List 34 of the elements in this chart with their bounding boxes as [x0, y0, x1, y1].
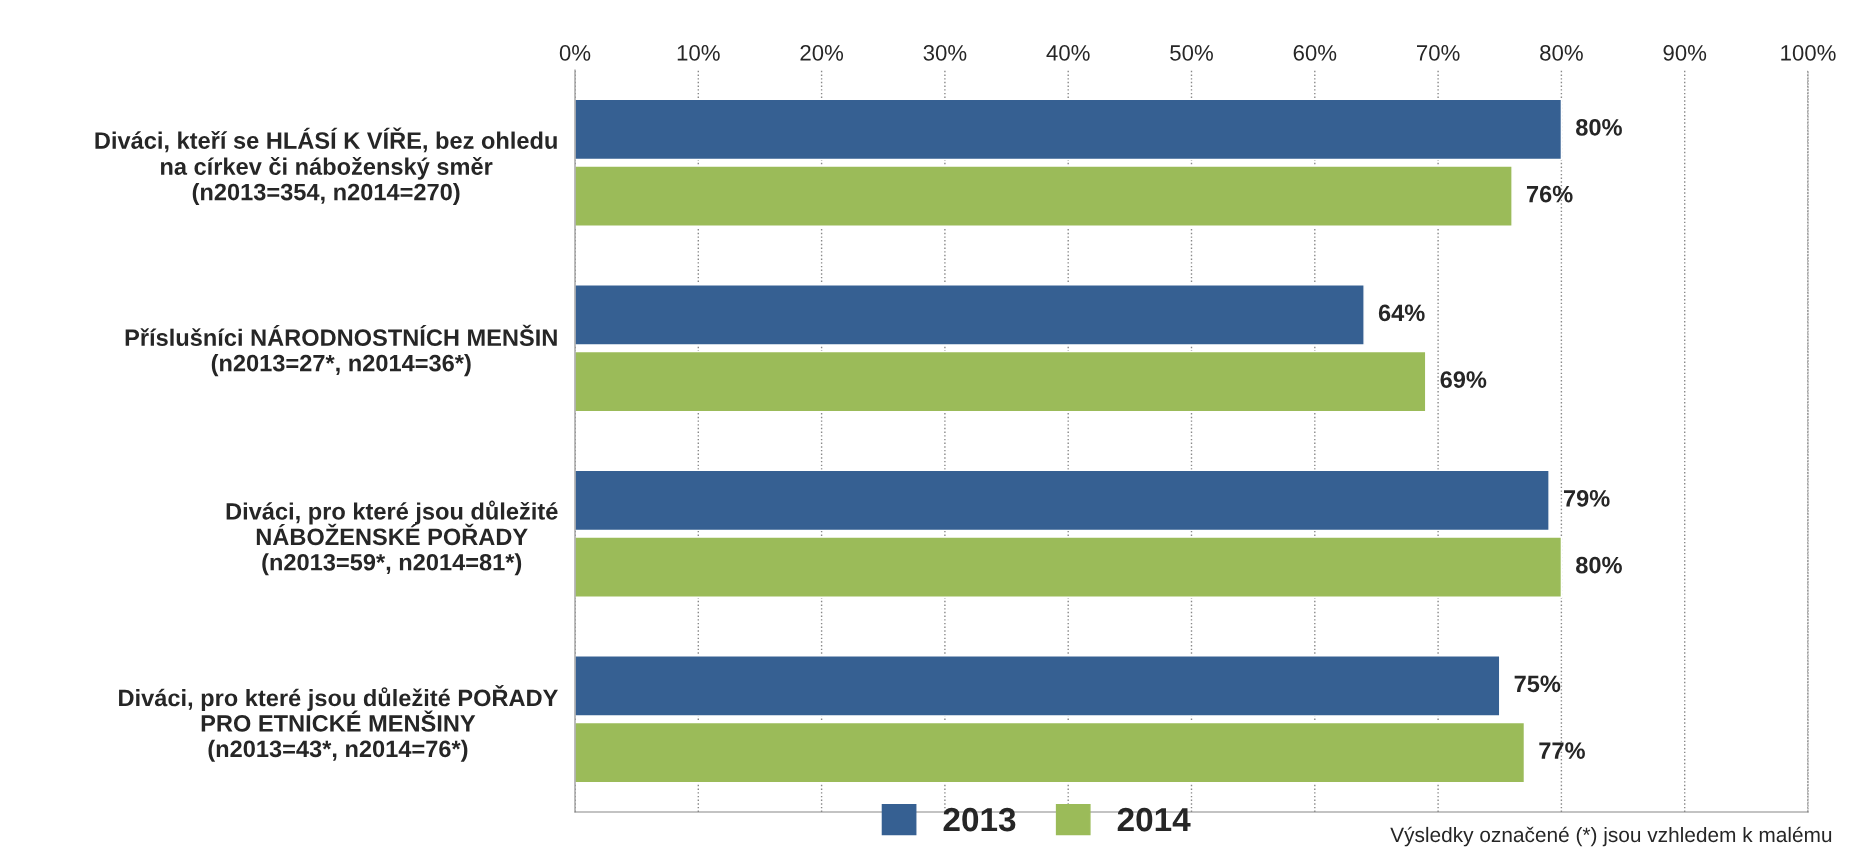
x-tick-label: 60%	[1293, 45, 1337, 61]
bar	[575, 284, 1365, 346]
x-tick-label: 80%	[1540, 45, 1583, 61]
text: 79%	[1563, 489, 1610, 507]
x-tick-label: 90%	[1663, 45, 1707, 61]
x-tick-label: 20%	[800, 45, 844, 61]
x-tick-label: 70%	[1417, 45, 1460, 61]
text: 80%	[1576, 556, 1622, 574]
text: 80%	[1576, 118, 1622, 136]
text: Výsledky označené (*) jsou vzhledem k malému	[1390, 826, 1832, 847]
legend-label: 2013	[943, 807, 1016, 832]
x-tick-label: 10%	[677, 45, 720, 61]
x-tick-label: 30%	[923, 45, 967, 61]
text: 76%	[1526, 185, 1573, 203]
text: 75%	[1514, 675, 1561, 693]
bar	[575, 98, 1563, 161]
y-tick-label: Diváci, pro které jsou důležité POŘADY PRO ETNICKÉ MENŠINY (n2013=43*, n2014=76*)	[119, 684, 558, 762]
y-tick-label: Příslušníci NÁRODNOSTNÍCH MENŠIN (n2013=27*, n2014=36*)	[125, 324, 557, 377]
bar	[575, 165, 1513, 227]
x-tick-label: 0%	[559, 45, 591, 61]
text: 64%	[1378, 304, 1425, 322]
x-tick-label: 100%	[1781, 45, 1836, 61]
text: 69%	[1440, 371, 1487, 388]
y-tick-label: Diváci, pro které jsou důležité NÁBOŽENSKÉ POŘADY (n2013=59*, n2014=81*)	[226, 500, 558, 576]
y-tick-label: Diváci, kteří se HLÁSÍ K VÍŘE, bez ohledu na církev či náboženský směr (n2013=354, n2014=270)	[95, 127, 557, 206]
bar	[575, 536, 1563, 598]
x-tick-label: 40%	[1046, 45, 1090, 61]
bar	[575, 350, 1427, 413]
bar	[575, 469, 1550, 532]
bar	[575, 655, 1501, 717]
legend-label: 2014	[1117, 807, 1191, 832]
x-tick-label: 50%	[1170, 45, 1213, 61]
bar	[575, 721, 1526, 784]
text: 77%	[1539, 742, 1585, 759]
